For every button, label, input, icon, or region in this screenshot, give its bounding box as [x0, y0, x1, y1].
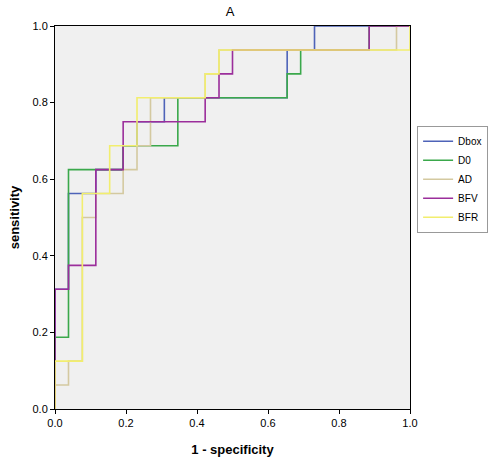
svg-text:sensitivity: sensitivity: [7, 185, 22, 249]
svg-text:AD: AD: [458, 174, 472, 185]
svg-text:0.8: 0.8: [331, 417, 346, 429]
svg-text:BFV: BFV: [458, 193, 478, 204]
svg-text:0.4: 0.4: [189, 417, 204, 429]
svg-text:0.2: 0.2: [33, 326, 48, 338]
svg-text:0.8: 0.8: [33, 96, 48, 108]
svg-text:D0: D0: [458, 155, 471, 166]
svg-text:0.6: 0.6: [260, 417, 275, 429]
svg-text:0.6: 0.6: [33, 173, 48, 185]
svg-text:1.0: 1.0: [33, 20, 48, 32]
svg-text:0.2: 0.2: [118, 417, 133, 429]
svg-text:0.0: 0.0: [33, 403, 48, 415]
svg-text:0.0: 0.0: [47, 417, 62, 429]
svg-text:0.4: 0.4: [33, 250, 48, 262]
svg-text:BFR: BFR: [458, 212, 478, 223]
svg-text:1.0: 1.0: [402, 417, 417, 429]
svg-text:1 - specificity: 1 - specificity: [191, 442, 274, 457]
svg-text:A: A: [226, 4, 235, 19]
svg-text:Dbox: Dbox: [458, 136, 481, 147]
